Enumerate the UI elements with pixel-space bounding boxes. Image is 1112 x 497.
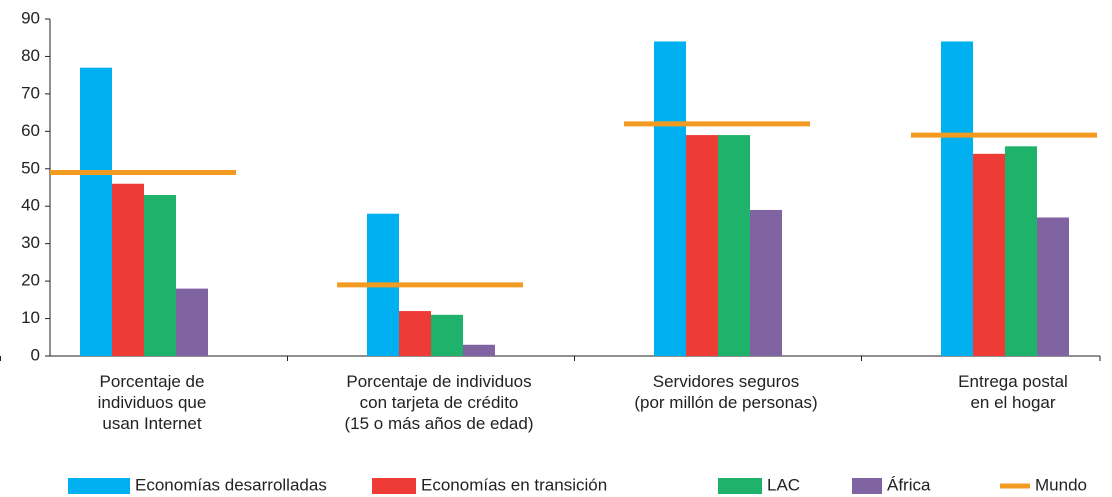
bar [686,135,718,356]
y-tick-label: 10 [21,308,40,327]
legend-label: Mundo [1035,475,1087,494]
legend-swatch [852,478,882,494]
bar [750,209,782,356]
legend-swatch [718,478,762,494]
x-tick-label: Entrega postal en el hogar [958,372,1068,412]
legend-swatch [372,478,416,494]
y-tick-label: 50 [21,158,40,177]
y-tick-label: 90 [21,8,40,27]
bar [80,67,112,356]
bar [463,344,495,356]
bar [144,194,176,356]
x-tick-label: Porcentaje de individuos que usan Internet [98,372,207,433]
legend-label: Economías desarrolladas [135,475,327,494]
legend-swatch [68,478,130,494]
y-tick-label: 20 [21,271,40,290]
y-tick-label: 40 [21,196,40,215]
x-tick-label: Porcentaje de individuos con tarjeta de c… [344,372,533,433]
legend-label: LAC [767,475,800,494]
bar [176,288,208,356]
y-tick-label: 30 [21,233,40,252]
legend-label: África [887,475,931,494]
bar [431,314,463,356]
bar [718,135,750,356]
y-tick-label: 60 [21,121,40,140]
bar [1037,217,1069,356]
bar [654,41,686,356]
bar [112,183,144,356]
x-tick-label: Servidores seguros (por millón de persona… [634,372,817,412]
bar [1005,146,1037,356]
y-tick-label: 80 [21,46,40,65]
bar [399,311,431,356]
y-tick-label: 70 [21,83,40,102]
bar [941,41,973,356]
bar [973,153,1005,356]
legend-label: Economías en transición [421,475,607,494]
y-tick-label: 0 [31,345,40,364]
